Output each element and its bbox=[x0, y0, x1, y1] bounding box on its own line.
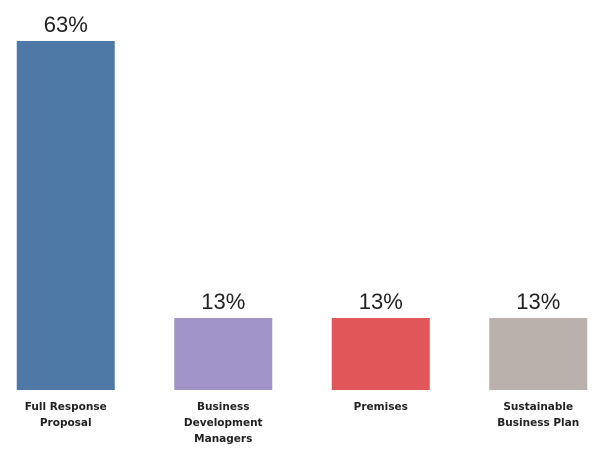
bar-3 bbox=[489, 317, 588, 390]
bar-2 bbox=[331, 317, 430, 390]
category-label-1: Business Development Managers bbox=[184, 401, 263, 445]
category-label-3: Sustainable Business Plan bbox=[497, 401, 579, 429]
category-label-0: Full Response Proposal bbox=[25, 401, 107, 429]
value-label-1: 13% bbox=[201, 289, 245, 314]
category-label-0-line-1: Proposal bbox=[40, 417, 92, 429]
category-label-1-line-2: Managers bbox=[194, 433, 252, 445]
bar-0 bbox=[16, 41, 115, 390]
category-label-1-line-1: Development bbox=[184, 417, 263, 429]
value-label-3: 13% bbox=[516, 289, 560, 314]
category-label-0-line-0: Full Response bbox=[25, 401, 107, 413]
category-label-3-line-0: Sustainable bbox=[503, 401, 573, 413]
category-label-2: Premises bbox=[354, 401, 408, 413]
value-label-2: 13% bbox=[359, 289, 403, 314]
value-label-0: 63% bbox=[44, 12, 88, 37]
bar-1 bbox=[174, 317, 273, 390]
category-label-3-line-1: Business Plan bbox=[497, 417, 579, 429]
category-label-2-line-0: Premises bbox=[354, 401, 408, 413]
category-label-1-line-0: Business bbox=[197, 401, 249, 413]
